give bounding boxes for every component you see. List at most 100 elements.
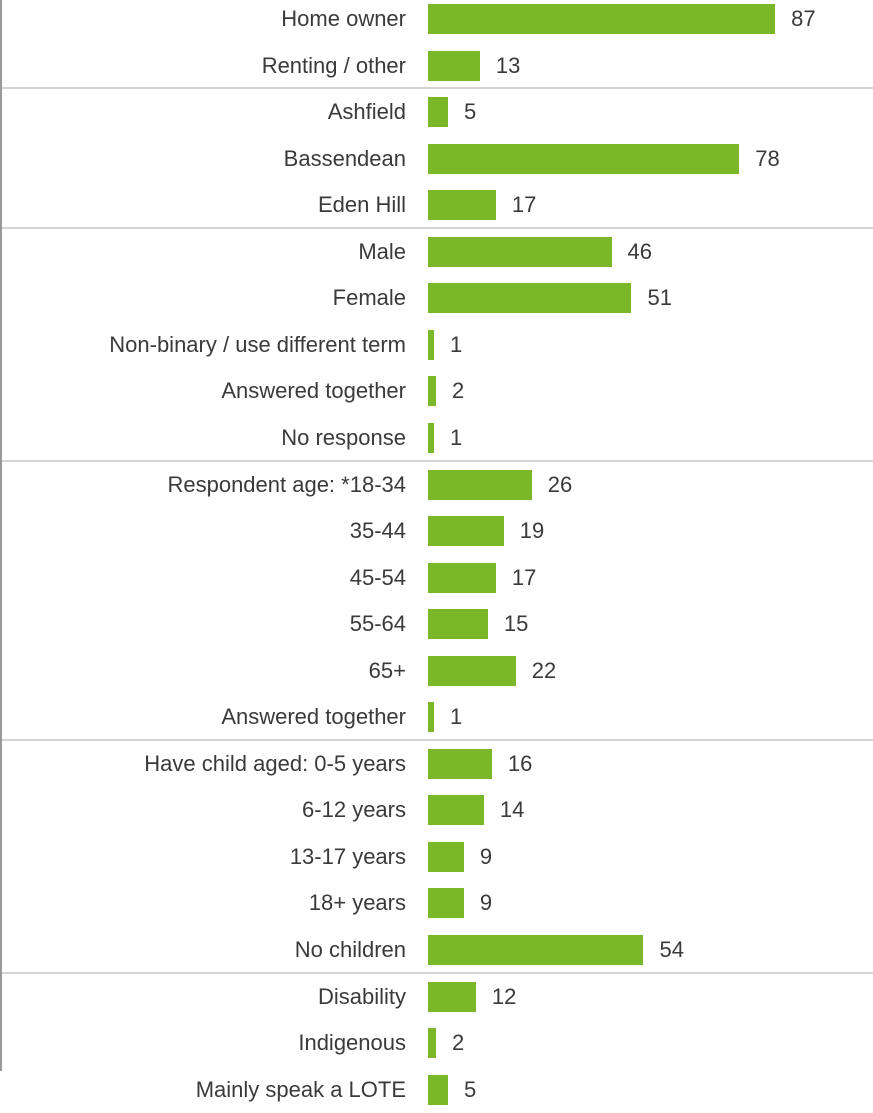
bar-row: 55-64 15 <box>0 601 873 647</box>
bar-row: Ashfield 5 <box>0 89 873 135</box>
category-label: 45-54 <box>349 565 406 590</box>
bar <box>428 516 504 546</box>
bar-row: Home owner 87 <box>0 0 873 42</box>
value-label: 1 <box>450 425 463 450</box>
bar <box>428 749 492 779</box>
category-label: Indigenous <box>298 1030 406 1055</box>
bar <box>428 283 632 313</box>
bar <box>428 4 776 34</box>
category-label: Disability <box>317 984 406 1009</box>
value-label: 51 <box>647 285 672 310</box>
category-label: 35-44 <box>349 518 406 543</box>
category-label: Bassendean <box>283 146 406 171</box>
category-label: No response <box>281 425 406 450</box>
group-separator <box>2 460 873 462</box>
bar-row: 45-54 17 <box>0 555 873 601</box>
bar-row: Mainly speak a LOTE 5 <box>0 1067 873 1113</box>
bar-row: Renting / other 13 <box>0 43 873 89</box>
value-label: 22 <box>531 658 557 683</box>
bar <box>428 563 496 593</box>
value-label: 5 <box>463 99 477 124</box>
value-label: 13 <box>495 53 521 78</box>
bar <box>428 935 644 965</box>
value-label: 9 <box>479 890 493 915</box>
bar <box>428 842 464 872</box>
bar-row: Female 51 <box>0 275 873 321</box>
bar <box>428 376 436 406</box>
bar <box>428 795 484 825</box>
group-separator <box>2 227 873 229</box>
value-label: 12 <box>491 984 517 1009</box>
bar <box>428 330 434 360</box>
bar <box>428 1028 436 1058</box>
bar <box>428 609 488 639</box>
chart-left-border <box>0 0 2 1071</box>
value-label: 78 <box>755 146 780 171</box>
category-label: 13-17 years <box>289 844 406 869</box>
value-label: 1 <box>450 332 463 357</box>
bar-row: 35-44 19 <box>0 508 873 554</box>
bar-row: 65+ 22 <box>0 648 873 694</box>
category-label: 55-64 <box>349 611 406 636</box>
category-label: Eden Hill <box>317 192 406 217</box>
value-label: 5 <box>463 1077 477 1102</box>
bar-row: Disability 12 <box>0 974 873 1020</box>
value-label: 87 <box>791 6 816 31</box>
bar-row: 6-12 years 14 <box>0 787 873 833</box>
category-label: Have child aged: 0-5 years <box>144 751 406 776</box>
value-label: 46 <box>627 239 653 264</box>
bar <box>428 656 516 686</box>
value-label: 14 <box>499 797 525 822</box>
value-label: 9 <box>479 844 493 869</box>
bar-row: Eden Hill 17 <box>0 182 873 228</box>
value-label: 26 <box>547 472 573 497</box>
category-label: Answered together <box>221 704 406 729</box>
category-label: Answered together <box>221 378 406 403</box>
value-label: 54 <box>659 937 684 962</box>
value-label: 19 <box>519 518 545 543</box>
bar <box>428 982 476 1012</box>
bar <box>428 423 434 453</box>
category-label: Female <box>332 285 406 310</box>
bar-row: Indigenous 2 <box>0 1020 873 1066</box>
bar-row: 13-17 years 9 <box>0 834 873 880</box>
bar <box>428 1075 448 1105</box>
value-label: 2 <box>451 378 465 403</box>
bar <box>428 237 612 267</box>
bar <box>428 51 480 81</box>
bar-row: Respondent age: *18-34 26 <box>0 462 873 508</box>
bar <box>428 190 496 220</box>
category-label: 6-12 years <box>302 797 406 822</box>
category-label: 65+ <box>368 658 406 683</box>
bar <box>428 144 740 174</box>
category-label: Non-binary / use different term <box>109 332 406 357</box>
bar <box>428 97 448 127</box>
category-label: Ashfield <box>327 99 406 124</box>
value-label: 15 <box>503 611 529 636</box>
category-label: Male <box>358 239 406 264</box>
category-label: Respondent age: *18-34 <box>167 472 406 497</box>
bar-row: Answered together 2 <box>0 368 873 414</box>
category-label: Renting / other <box>261 53 406 78</box>
value-label: 2 <box>451 1030 465 1055</box>
bar <box>428 888 464 918</box>
category-label: No children <box>294 937 406 962</box>
bar-row: 18+ years 9 <box>0 880 873 926</box>
group-separator <box>2 739 873 741</box>
bar <box>428 702 434 732</box>
value-label: 1 <box>450 704 463 729</box>
group-separator <box>2 972 873 974</box>
bar-row: Male 46 <box>0 229 873 275</box>
bar <box>428 470 532 500</box>
bar-row: No response 1 <box>0 415 873 461</box>
value-label: 16 <box>507 751 533 776</box>
bar-row: Have child aged: 0-5 years 16 <box>0 741 873 787</box>
category-label: Home owner <box>281 6 406 31</box>
category-label: 18+ years <box>308 890 406 915</box>
value-label: 17 <box>511 565 537 590</box>
bar-row: Bassendean 78 <box>0 136 873 182</box>
category-label: Mainly speak a LOTE <box>195 1077 406 1102</box>
bar-row: Answered together 1 <box>0 694 873 740</box>
bar-row: No children 54 <box>0 927 873 973</box>
